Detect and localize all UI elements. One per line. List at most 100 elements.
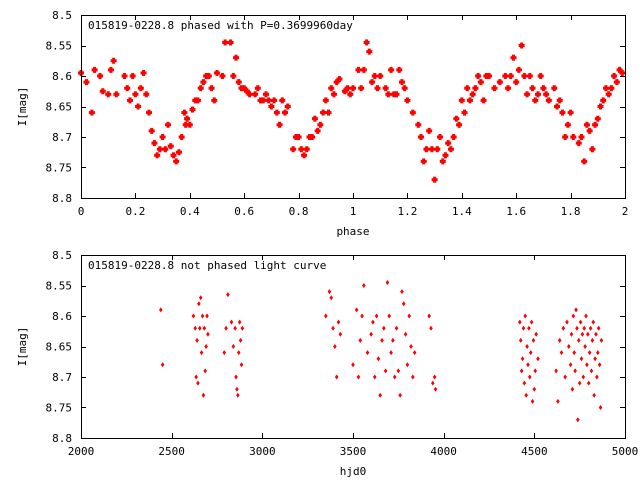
data-point [578,319,583,325]
data-point [529,319,534,325]
data-point [336,319,341,325]
phased-light-curve-panel: 0 0.2 0.4 0.6 0.8 1 1.2 1.4 1.6 1.8 2 8.5 8.55 8.6 8.6… [16,9,628,238]
y-tick-label: 8.5 [52,249,72,262]
data-point-arm [411,109,415,116]
data-point [582,325,586,331]
data-point-arm [405,97,409,104]
x-tick-label: 0.4 [180,205,200,218]
data-point-arm [438,134,442,140]
data-point [518,337,523,343]
data-point [556,398,560,404]
data-point [572,350,577,356]
data-point-arm [210,85,214,92]
data-point-arm [131,73,135,79]
data-point [338,331,343,337]
data-point-arm [174,158,178,165]
data-point-arm [552,85,556,92]
data-point [329,295,334,301]
data-point [522,380,527,386]
data-point-arm [571,134,575,140]
data-point-arm [305,146,309,153]
y-tick-label: 8.6 [52,70,72,83]
data-point [226,292,230,298]
unphased-ticks [81,255,626,439]
y-tick-label: 8.7 [52,131,72,144]
data-point [570,386,575,392]
data-point [596,325,601,331]
data-point [591,319,596,325]
data-point [197,301,201,307]
data-point-arm [577,140,581,147]
data-point [534,331,538,337]
data-point [576,417,580,423]
data-point-arm [93,66,97,73]
phased-ticks [81,15,626,199]
data-point [193,325,198,331]
data-point-arm [563,134,567,140]
data-point-arm [569,109,573,116]
data-point-arm [106,91,110,98]
data-point-arm [558,97,562,104]
data-point-arm [297,134,301,140]
phased-x-axis-title: phase [336,225,369,238]
x-tick-label: 1 [350,205,357,218]
data-point [432,374,437,380]
data-point [571,313,576,319]
data-point-arm [615,79,619,86]
data-point-arm [520,42,524,49]
y-tick-label: 8.8 [52,192,72,205]
data-point [594,331,598,337]
data-point [360,313,364,319]
data-point [383,368,388,374]
x-tick-label: 4000 [430,445,457,458]
data-point [528,374,532,380]
data-point [559,350,564,356]
data-point-arm [365,39,369,46]
data-point-arm [242,85,246,92]
data-point-arm [482,97,486,104]
data-point-arm [275,109,279,116]
data-point-arm [441,158,445,165]
data-point [391,337,395,343]
data-point [589,368,594,374]
data-point-arm [212,97,216,104]
data-point-arm [201,79,205,86]
data-point-arm [139,85,143,92]
data-point [579,356,584,362]
data-point-arm [370,79,374,86]
data-point [372,374,377,380]
data-point-arm [231,73,235,79]
data-point [240,325,245,331]
data-point-arm [98,73,102,79]
data-point-arm [367,48,371,55]
data-point-arm [395,91,399,98]
data-point [554,368,558,374]
x-tick-label: 3500 [340,445,367,458]
data-point-arm [114,91,118,98]
data-point-arm [220,73,224,79]
data-point [588,325,593,331]
data-point-arm [416,121,420,128]
data-point [398,392,402,398]
data-point [334,374,339,380]
data-point-arm [318,121,322,128]
data-point [583,344,587,349]
data-point [331,325,335,331]
data-point-arm [348,91,352,98]
data-point-arm [346,85,350,92]
data-point-arm [547,97,551,104]
data-point-arm [419,134,423,140]
data-point [158,307,163,313]
data-point-arm [599,103,603,110]
data-point [201,392,206,398]
data-point [224,325,228,331]
data-point-arm [196,97,200,104]
data-point [371,319,375,325]
data-point [387,313,392,319]
data-point [521,325,526,331]
data-point-arm [454,115,458,122]
data-point-arm [272,97,276,104]
data-point-arm [283,109,287,116]
data-point [389,350,393,356]
unphased-plot-frame [81,255,626,439]
